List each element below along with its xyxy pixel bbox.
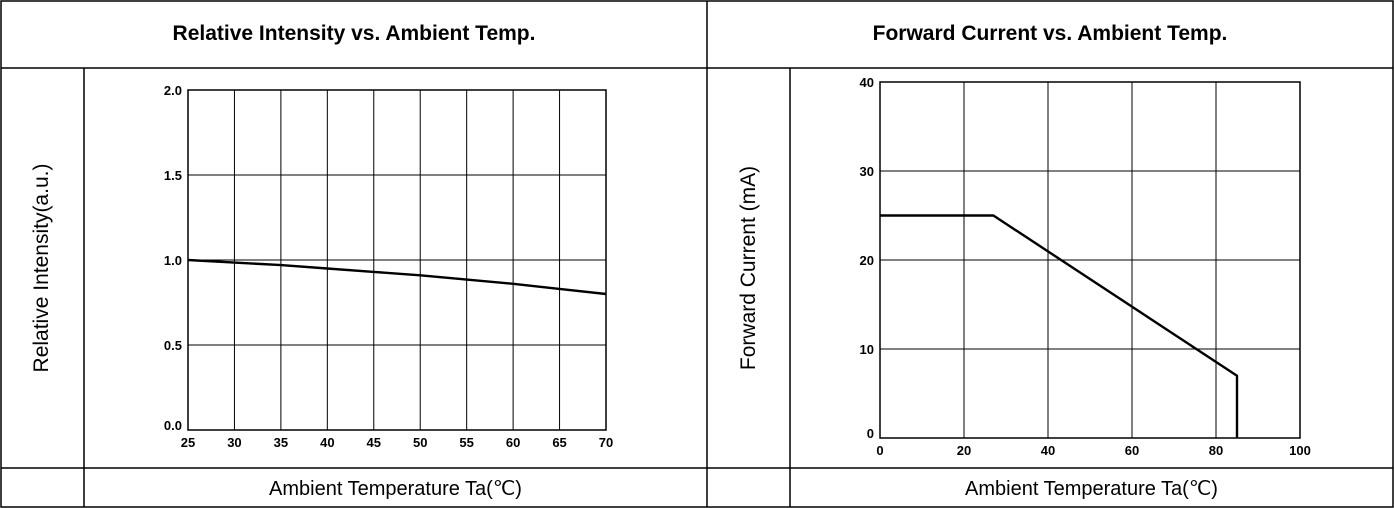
chart-2-xtick-100: 100 <box>1289 443 1311 458</box>
chart-2-xtick-0: 0 <box>876 443 883 458</box>
chart-1-xtick-25: 25 <box>181 435 195 450</box>
chart-2-title: Forward Current vs. Ambient Temp. <box>872 22 1228 45</box>
chart-2-plot-frame <box>879 81 1301 439</box>
chart-1-xtick-55: 55 <box>459 435 473 450</box>
chart-1-xtick-30: 30 <box>227 435 241 450</box>
chart-2-xtick-20: 20 <box>957 443 971 458</box>
chart-1-xtick-45: 45 <box>367 435 381 450</box>
chart-1-ytick-2.0: 2.0 <box>164 83 182 98</box>
chart-1-ytick-0.0: 0.0 <box>164 418 182 433</box>
chart-2-xlabel: Ambient Temperature Ta(℃) <box>965 477 1218 500</box>
chart-1-title: Relative Intensity vs. Ambient Temp. <box>172 22 536 45</box>
chart-2-ytick-10: 10 <box>860 342 874 357</box>
chart-2-ytick-20: 20 <box>860 253 874 268</box>
chart-1-series-line-0 <box>187 258 607 296</box>
chart-2-ytick-30: 30 <box>860 164 874 179</box>
chart-2-series-line-0 <box>880 214 1239 438</box>
chart-2-ytick-40: 40 <box>860 75 874 90</box>
chart-1-xtick-65: 65 <box>552 435 566 450</box>
chart-2-xtick-40: 40 <box>1041 443 1055 458</box>
chart-1-xtick-40: 40 <box>320 435 334 450</box>
chart-1-xtick-70: 70 <box>599 435 613 450</box>
chart-1-xtick-35: 35 <box>274 435 288 450</box>
chart-1-xtick-60: 60 <box>506 435 520 450</box>
chart-1-xlabel: Ambient Temperature Ta(℃) <box>269 477 522 500</box>
chart-1-xtick-50: 50 <box>413 435 427 450</box>
chart-1-ytick-0.5: 0.5 <box>164 338 182 353</box>
chart-2-xtick-80: 80 <box>1209 443 1223 458</box>
chart-2-xtick-60: 60 <box>1125 443 1139 458</box>
chart-1-ytick-1.0: 1.0 <box>164 253 182 268</box>
chart-1-ytick-1.5: 1.5 <box>164 168 182 183</box>
chart-2-ytick-0: 0 <box>867 426 874 441</box>
